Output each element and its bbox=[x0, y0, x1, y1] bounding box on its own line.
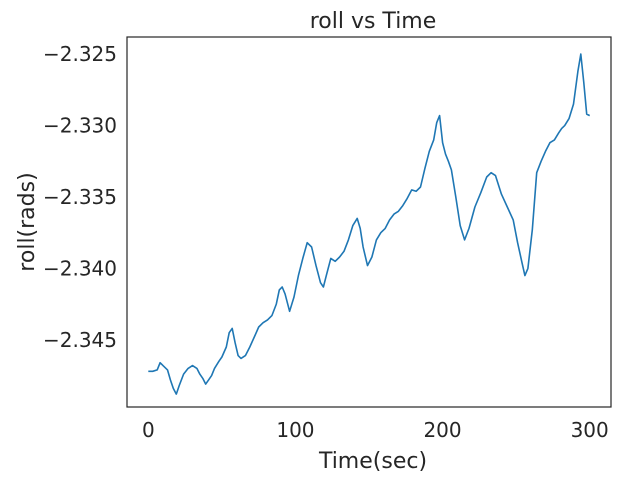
plot-frame bbox=[126, 36, 612, 408]
chart-title: roll vs Time bbox=[310, 9, 437, 34]
y-tick-label: −2.330 bbox=[43, 114, 117, 138]
x-axis-title: Time(sec) bbox=[318, 449, 427, 474]
y-axis-title: roll(rads) bbox=[15, 172, 40, 271]
x-tick-label: 100 bbox=[276, 418, 314, 442]
x-tick-label: 200 bbox=[423, 418, 461, 442]
series-line bbox=[148, 53, 591, 395]
y-tick-label: −2.345 bbox=[43, 328, 117, 352]
x-axis-ticks: 0 100 200 300 bbox=[142, 418, 609, 442]
y-tick-label: −2.325 bbox=[43, 42, 117, 66]
x-tick-label: 0 bbox=[142, 418, 155, 442]
y-tick-label: −2.340 bbox=[43, 256, 117, 280]
y-axis-ticks: −2.325 −2.330 −2.335 −2.340 −2.345 bbox=[43, 42, 117, 352]
y-tick-label: −2.335 bbox=[43, 185, 117, 209]
x-tick-label: 300 bbox=[571, 418, 609, 442]
